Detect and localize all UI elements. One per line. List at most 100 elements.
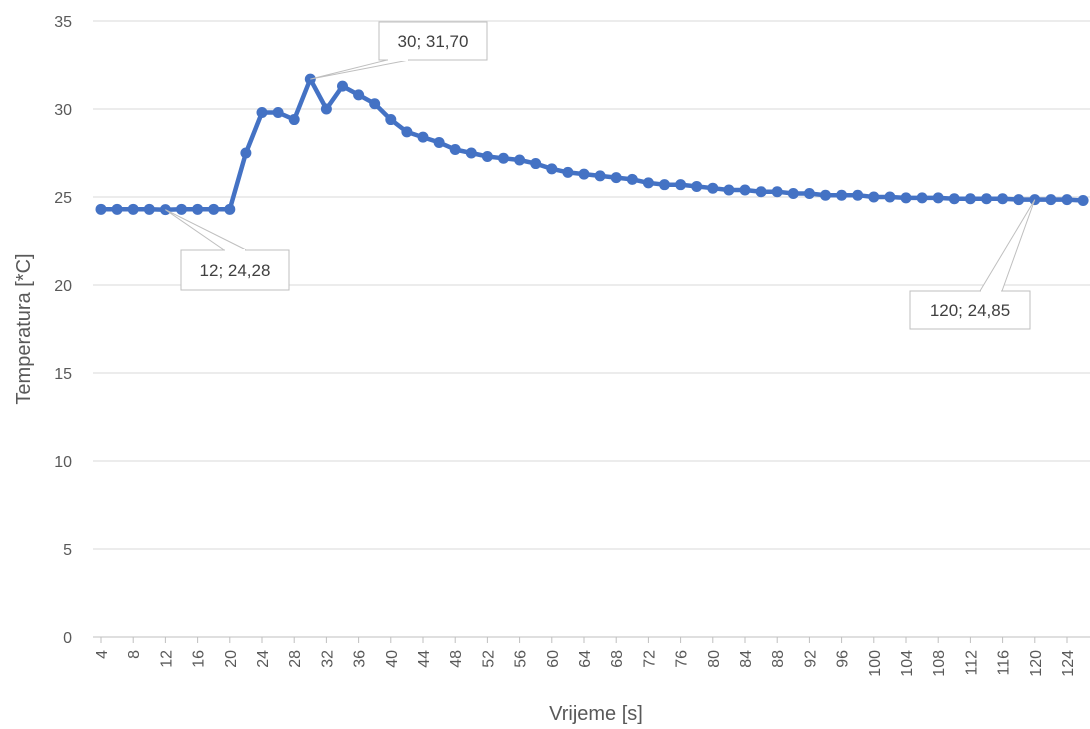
x-tick-label: 108 (931, 650, 948, 677)
x-tick-label: 124 (1060, 650, 1077, 677)
x-axis-title: Vrijeme [s] (549, 703, 643, 725)
y-tick-label: 35 (54, 14, 72, 31)
series-line-group (101, 76, 1084, 212)
data-point (449, 143, 461, 155)
y-tick-label: 20 (54, 278, 72, 295)
x-tick-label: 52 (480, 650, 497, 668)
x-tick-label: 36 (352, 650, 369, 668)
x-tick-label: 28 (287, 650, 304, 668)
x-tick-label: 116 (996, 650, 1013, 676)
x-tick-label: 4 (94, 650, 111, 659)
callout-leader (165, 209, 247, 251)
data-point (997, 193, 1009, 205)
data-point (433, 136, 445, 148)
x-tick-label: 100 (867, 650, 884, 677)
data-point (981, 193, 992, 205)
data-point (530, 158, 542, 170)
data-point (626, 173, 638, 185)
data-point (836, 189, 848, 201)
x-tick-label: 120 (1028, 650, 1045, 677)
data-point (787, 187, 799, 199)
data-point (932, 192, 944, 204)
data-point (916, 192, 928, 204)
x-tick-label: 48 (448, 650, 465, 668)
data-point (675, 179, 687, 191)
y-tick-label: 30 (54, 102, 72, 119)
x-tick-label: 20 (223, 650, 240, 668)
y-tick-label: 15 (54, 366, 72, 383)
data-point (111, 203, 123, 215)
x-tick-label: 72 (641, 650, 658, 668)
x-tick-label: 68 (609, 650, 626, 668)
data-point (288, 114, 300, 126)
x-tick-label: 104 (899, 650, 916, 677)
x-tick-label: 8 (126, 650, 143, 659)
callout-label: 30; 31,70 (398, 32, 469, 51)
data-point (820, 189, 831, 201)
data-point (659, 179, 670, 191)
data-point (272, 107, 284, 119)
x-tick-label: 84 (738, 650, 755, 668)
x-tick-label: 40 (384, 650, 401, 668)
x-tick-label: 60 (545, 650, 562, 668)
data-point (176, 203, 187, 215)
y-axis-ticks: 0 5 10 15 20 25 30 35 (54, 14, 72, 647)
callout-label: 120; 24,85 (930, 301, 1010, 320)
x-tick-label: 80 (706, 650, 723, 668)
data-point (208, 203, 220, 215)
data-point (417, 131, 429, 143)
callout-box (180, 249, 290, 291)
data-point (964, 193, 976, 205)
data-point (385, 114, 397, 126)
data-point (691, 180, 703, 192)
data-point (337, 80, 348, 92)
data-point (1045, 194, 1057, 206)
x-tick-label: 12 (158, 650, 175, 668)
data-point (481, 151, 493, 163)
data-point (723, 184, 735, 196)
data-point (948, 193, 960, 205)
data-point (739, 184, 751, 196)
y-tick-label: 10 (54, 454, 72, 471)
series-line (101, 76, 1084, 212)
data-point (143, 203, 155, 215)
data-callouts: 30; 31,70 12; 24,28 120; 24,85 (165, 21, 1036, 330)
x-tick-label: 16 (191, 650, 208, 668)
data-point (240, 147, 252, 159)
x-tick-label: 24 (255, 650, 272, 668)
data-point (1013, 194, 1025, 206)
data-point (852, 189, 864, 201)
data-point (127, 203, 139, 215)
x-tick-label: 44 (416, 650, 433, 668)
callout-leader (310, 59, 410, 80)
y-axis-title: Temperatura [*C] (13, 253, 35, 404)
x-tick-label: 32 (319, 650, 336, 668)
data-point (514, 154, 526, 166)
data-point (1061, 194, 1073, 206)
data-point (610, 172, 622, 184)
data-point (95, 203, 107, 215)
data-point (578, 168, 590, 180)
data-point (369, 98, 381, 110)
x-tick-label: 88 (770, 650, 787, 668)
callout-box (909, 290, 1031, 330)
x-tick-label: 92 (802, 650, 819, 668)
data-point (256, 107, 268, 119)
x-axis-ticks: 4 8 12 16 20 24 28 32 36 40 44 48 52 56 60 64 68 72 76 80 84… (94, 637, 1077, 677)
data-callout: 12; 24,28 (165, 209, 290, 291)
data-point (498, 152, 509, 164)
callout-leader (979, 199, 1036, 292)
data-point (1077, 195, 1089, 207)
data-point (900, 192, 912, 204)
x-tick-label: 64 (577, 650, 594, 668)
data-point (868, 191, 880, 203)
x-tick-label: 112 (963, 650, 980, 676)
data-point (707, 182, 719, 194)
data-point (465, 147, 477, 159)
data-point (642, 177, 654, 189)
y-tick-label: 25 (54, 190, 72, 207)
callout-box (378, 21, 488, 61)
data-point (755, 186, 767, 198)
y-tick-label: 0 (63, 630, 72, 647)
